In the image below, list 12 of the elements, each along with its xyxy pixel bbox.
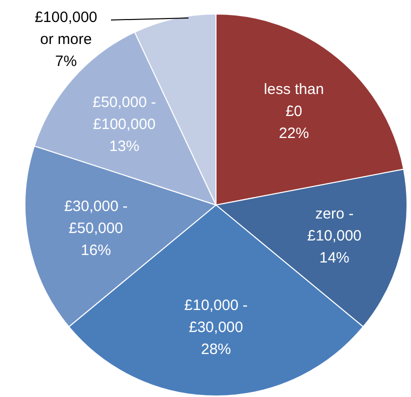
data-label: 14% xyxy=(319,249,350,266)
slice-label: £10,000 - £30,000 xyxy=(184,297,248,336)
slice-label: less than £0 xyxy=(264,80,324,120)
data-label: 13% xyxy=(109,138,140,156)
slice-label: £50,000 - £100,000 xyxy=(92,94,156,134)
slice-label: £100,000 or more xyxy=(34,9,98,48)
data-label: 16% xyxy=(80,242,111,259)
slice-label: £30,000 - £50,000 xyxy=(64,198,128,237)
data-label: 22% xyxy=(278,124,309,142)
data-label: 28% xyxy=(200,341,232,358)
slice-label: zero - £10,000 xyxy=(307,205,362,244)
data-label: 7% xyxy=(55,53,77,70)
